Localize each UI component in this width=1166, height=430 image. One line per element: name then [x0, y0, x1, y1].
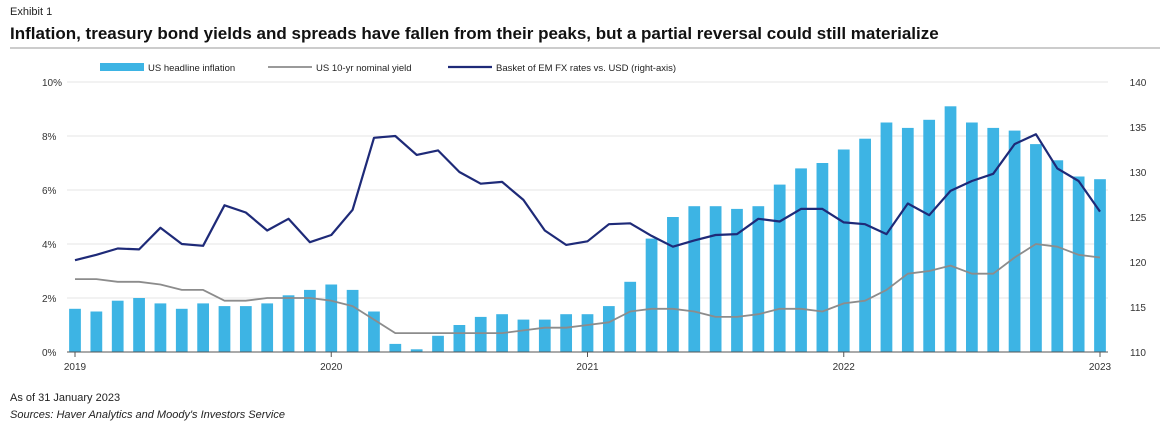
x-tick-label: 2023 [1089, 362, 1112, 373]
inflation-bar [752, 206, 765, 352]
y-right-tick-label: 115 [1130, 303, 1146, 314]
y-left-tick-label: 0% [42, 348, 57, 359]
inflation-bar [1051, 160, 1064, 352]
inflation-bar [901, 127, 914, 353]
inflation-bar [987, 127, 1000, 353]
inflation-bar [389, 343, 402, 352]
inflation-bar [837, 149, 850, 352]
inflation-bar [261, 303, 274, 352]
inflation-bar [1030, 144, 1042, 352]
inflation-bar [645, 238, 658, 352]
exhibit-label: Exhibit 1 [10, 6, 53, 18]
legend-swatch-inflation [100, 63, 144, 71]
inflation-bar [368, 311, 380, 352]
inflation-bar [410, 349, 423, 352]
y-left-tick-label: 6% [42, 186, 57, 197]
inflation-bar [90, 311, 103, 352]
inflation-bar [859, 138, 871, 352]
chart-title: Inflation, treasury bond yields and spre… [10, 24, 939, 43]
inflation-bar [346, 289, 359, 352]
y-right-tick-label: 130 [1130, 168, 1147, 179]
y-left-tick-label: 10% [42, 78, 62, 89]
inflation-bar [795, 168, 807, 352]
inflation-bar [282, 295, 295, 352]
inflation-bar [602, 306, 615, 352]
us-10yr-yield-line [75, 243, 1101, 335]
inflation-bar [816, 163, 829, 352]
y-left-tick-label: 2% [42, 294, 57, 305]
inflation-bar [304, 289, 316, 352]
inflation-bar [538, 319, 551, 352]
inflation-bar [218, 306, 231, 352]
chart-lines [74, 133, 1101, 335]
em-fx-basket-line [74, 133, 1101, 262]
inflation-bar [1094, 179, 1106, 352]
y-right-tick-label: 135 [1130, 123, 1147, 134]
y-right-tick-label: 120 [1130, 258, 1147, 269]
x-tick-label: 2019 [64, 362, 87, 373]
inflation-bar [688, 206, 701, 352]
inflation-bar [581, 314, 594, 352]
inflation-bar [923, 119, 936, 352]
x-tick-label: 2021 [576, 362, 599, 373]
inflation-bar [880, 122, 893, 352]
inflation-bar [154, 303, 167, 352]
legend-label: Basket of EM FX rates vs. USD (right-axi… [496, 63, 676, 74]
inflation-bar [197, 303, 209, 352]
inflation-bars [69, 106, 1106, 353]
inflation-bar [709, 206, 722, 352]
as-of-note: As of 31 January 2023 [10, 392, 121, 404]
sources-note: Sources: Haver Analytics and Moody's Inv… [10, 409, 285, 421]
legend-label: US headline inflation [148, 63, 235, 74]
inflation-bar [1008, 130, 1021, 352]
inflation-bar [667, 217, 679, 352]
x-tick-label: 2022 [833, 362, 856, 373]
y-left-tick-label: 8% [42, 132, 57, 143]
inflation-bar [453, 325, 466, 352]
inflation-bar [111, 300, 124, 352]
inflation-bar [175, 308, 188, 352]
y-left-tick-label: 4% [42, 240, 57, 251]
inflation-bar [133, 298, 145, 352]
inflation-bar [432, 335, 444, 352]
inflation-bar [239, 306, 252, 352]
chart-legend: US headline inflation US 10-yr nominal yi… [100, 63, 676, 74]
inflation-bar [517, 319, 530, 352]
legend-label: US 10-yr nominal yield [316, 63, 412, 74]
y-right-tick-label: 125 [1130, 213, 1147, 224]
y-right-tick-label: 110 [1130, 348, 1146, 359]
inflation-bar [731, 208, 743, 352]
inflation-bar [966, 122, 978, 352]
chart-axes: 2019 2020 2021 2022 2023 0% 2% 4% 6% 8% 10% 110 115 1… [42, 78, 1147, 373]
inflation-bar [325, 284, 338, 352]
inflation-bar [69, 308, 81, 352]
inflation-bar [1072, 176, 1085, 352]
inflation-bar [944, 106, 957, 352]
inflation-bar [560, 314, 573, 352]
y-right-tick-label: 140 [1130, 78, 1147, 89]
inflation-bar [624, 281, 637, 352]
inflation-bar [773, 184, 786, 352]
inflation-bar [474, 316, 487, 352]
x-tick-label: 2020 [320, 362, 343, 373]
